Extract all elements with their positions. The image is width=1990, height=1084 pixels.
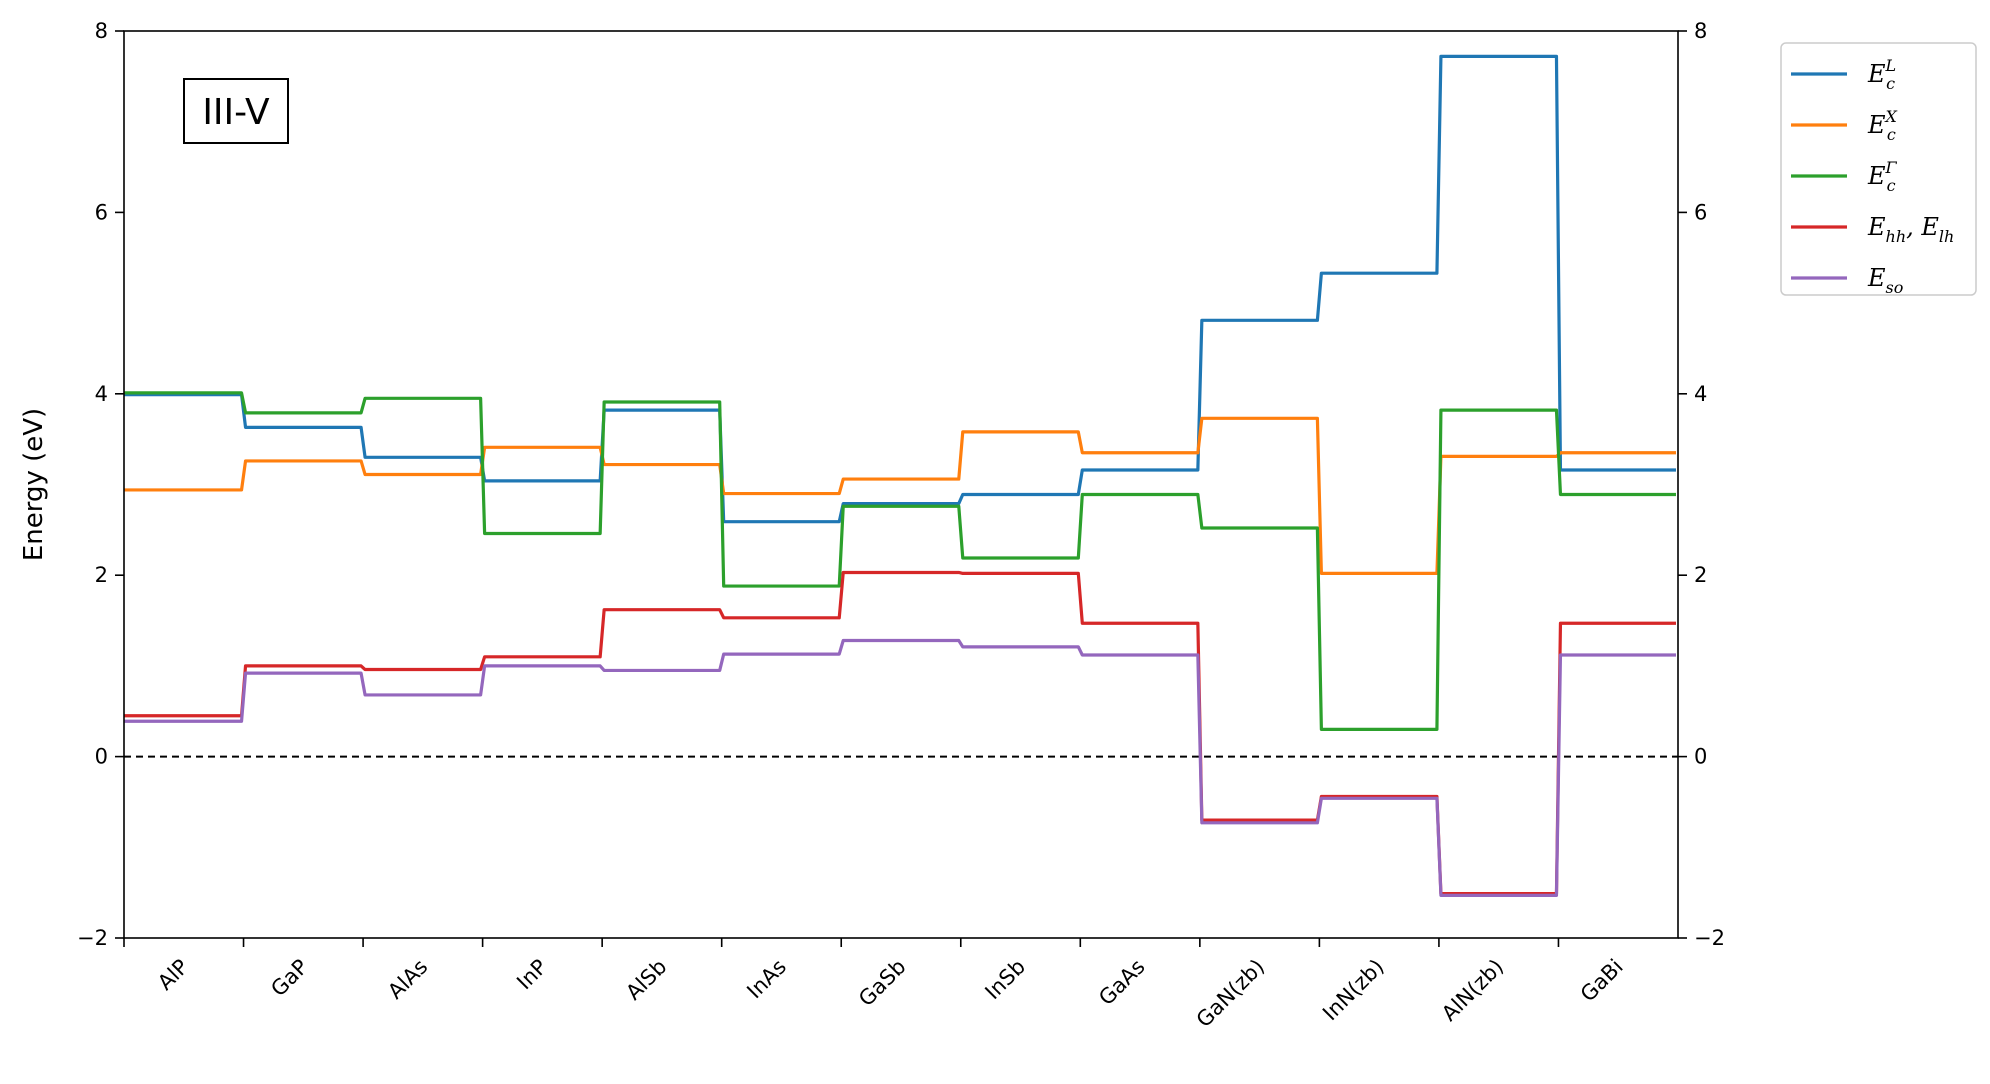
y-tick-label-right: −2 bbox=[1694, 926, 1725, 950]
series-layer bbox=[124, 54, 1676, 897]
legend-frame bbox=[1780, 42, 1977, 296]
series-line-EcL bbox=[124, 54, 1676, 524]
y-tick-label-left: 8 bbox=[95, 19, 108, 43]
y-tick-label-left: 0 bbox=[95, 745, 108, 769]
y-tick-label-right: 0 bbox=[1694, 745, 1707, 769]
y-ticks-left: −2 0 2 4 6 8 bbox=[77, 19, 124, 950]
annotation-border bbox=[183, 78, 289, 144]
y-tick-label-left: 4 bbox=[95, 382, 108, 406]
legend-label-EcL: EL c bbox=[1867, 56, 1896, 93]
y-tick-label-left: 2 bbox=[95, 563, 108, 587]
legend: EL c EX c EΓ c Ehh, Elh Eso bbox=[1780, 42, 1977, 297]
annotation-box: III-V bbox=[183, 78, 289, 144]
legend-label-Eso: Eso bbox=[1867, 264, 1903, 297]
legend-label-EcG: EΓ c bbox=[1867, 158, 1898, 195]
y-tick-label-left: −2 bbox=[77, 926, 108, 950]
y-tick-label-right: 8 bbox=[1694, 19, 1707, 43]
legend-label-Ehh: Ehh, Elh bbox=[1867, 213, 1954, 246]
y-tick-label-right: 6 bbox=[1694, 200, 1707, 224]
y-tick-label-left: 6 bbox=[95, 200, 108, 224]
series-line-Ehh bbox=[124, 570, 1676, 896]
y-tick-label-right: 4 bbox=[1694, 382, 1707, 406]
legend-label-EcX: EX c bbox=[1867, 107, 1898, 144]
y-tick-label-right: 2 bbox=[1694, 563, 1707, 587]
series-line-EcX bbox=[124, 416, 1676, 575]
series-line-Eso bbox=[124, 638, 1676, 897]
plot-frame bbox=[123, 30, 1679, 939]
y-axis-title: Energy (eV) bbox=[19, 408, 49, 561]
y-ticks-right: −2 0 2 4 6 8 bbox=[1678, 19, 1725, 950]
annotation-label: III-V bbox=[202, 92, 270, 133]
series-line-EcG bbox=[124, 391, 1676, 731]
